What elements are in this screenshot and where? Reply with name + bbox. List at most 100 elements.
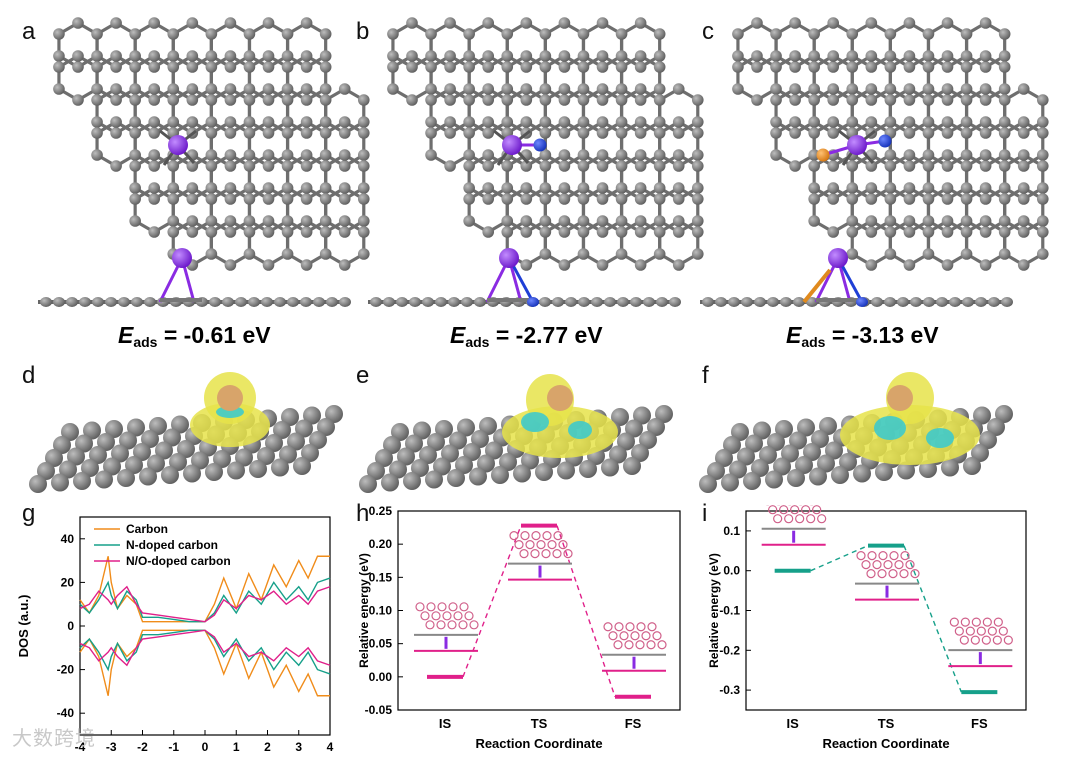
carbon-atom — [998, 193, 1011, 205]
carbon-atom — [482, 160, 495, 172]
carbon-atom — [485, 441, 503, 460]
carbon-atom — [224, 61, 237, 73]
inset-structure — [425, 620, 435, 630]
carbon-atom — [1036, 248, 1049, 260]
carbon-atom — [67, 447, 85, 466]
carbon-atom — [596, 193, 609, 205]
carbon-atom — [520, 160, 533, 172]
inset-structure — [541, 548, 551, 559]
carbon-atom — [577, 248, 590, 260]
inset-structure — [431, 611, 441, 621]
carbon-atom — [367, 462, 385, 480]
carbon-atom — [1017, 226, 1030, 238]
carbon-atom — [110, 83, 122, 95]
carbon-atom — [129, 28, 141, 40]
carbon-atom — [300, 116, 313, 128]
carbon-atom — [672, 182, 685, 194]
carbon-atom — [941, 259, 954, 271]
carbon-atom — [409, 297, 421, 307]
carbon-atom — [949, 297, 961, 307]
isosurface-cyan — [521, 412, 549, 432]
charge-density-e — [359, 374, 673, 493]
carbon-atom — [319, 160, 332, 172]
carbon-atom — [319, 193, 332, 205]
carbon-atom — [405, 434, 423, 453]
y-tick-label: -0.05 — [365, 703, 393, 717]
carbon-atom — [691, 248, 704, 260]
carbon-atom — [425, 83, 437, 95]
carbon-atom — [596, 127, 609, 139]
carbon-atom — [161, 466, 179, 484]
carbon-atom — [501, 215, 514, 227]
carbon-atom — [903, 149, 916, 161]
carbon-atom — [1001, 297, 1013, 307]
carbon-atom — [125, 456, 143, 474]
carbon-atom — [577, 83, 590, 95]
x-tick-label: 2 — [264, 740, 271, 754]
carbon-atom — [501, 94, 514, 106]
carbon-atom — [110, 94, 122, 106]
carbon-atom — [634, 17, 647, 29]
carbon-atom — [634, 61, 647, 73]
carbon-atom — [998, 61, 1011, 73]
carbon-atom — [435, 420, 453, 438]
carbon-atom — [741, 297, 753, 307]
carbon-atom — [205, 226, 218, 238]
carbon-atom — [988, 297, 1000, 307]
carbon-atom — [865, 182, 878, 194]
eads-sub-a: ads — [133, 334, 158, 350]
carbon-atom — [224, 182, 237, 194]
carbon-atom — [846, 50, 859, 62]
carbon-atom — [110, 50, 122, 62]
carbon-atom — [577, 127, 590, 139]
metal-atom — [499, 248, 519, 268]
carbon-atom — [922, 116, 935, 128]
carbon-atom — [205, 193, 218, 205]
carbon-atom — [279, 445, 297, 464]
carbon-atom — [463, 215, 475, 227]
inset-structure — [900, 551, 910, 561]
carbon-atom — [186, 50, 199, 62]
carbon-atom — [29, 475, 47, 493]
carbon-atom — [634, 50, 647, 62]
y-tick-label: -20 — [57, 663, 75, 677]
carbon-atom — [653, 248, 666, 260]
carbon-atom — [903, 226, 916, 238]
series-line-up — [79, 577, 331, 623]
inset-structure — [635, 640, 645, 650]
carbon-atom — [558, 61, 571, 73]
carbon-atom — [520, 215, 533, 227]
carbon-atom — [979, 160, 992, 172]
carbon-atom — [827, 116, 840, 128]
carbon-atom — [903, 193, 916, 205]
carbon-atom — [539, 226, 552, 238]
carbon-atom — [129, 50, 141, 62]
carbon-atom — [691, 160, 704, 172]
carbon-atom — [732, 83, 744, 95]
carbon-atom — [941, 193, 954, 205]
carbon-atom — [338, 160, 351, 172]
carbon-atom — [979, 94, 992, 106]
carbon-atom — [406, 61, 418, 73]
carbon-atom — [1036, 182, 1049, 194]
carbon-atom — [463, 193, 475, 205]
carbon-atom — [262, 215, 275, 227]
carbon-atom — [998, 226, 1011, 238]
carbon-atom — [281, 83, 294, 95]
y-tick-label: -0.1 — [719, 604, 740, 618]
carbon-atom — [634, 149, 647, 161]
inset-structure — [646, 640, 656, 650]
carbon-atom — [539, 215, 552, 227]
carbon-atom — [249, 460, 267, 478]
carbon-atom — [615, 160, 628, 172]
carbon-atom — [691, 182, 704, 194]
transition-connector — [556, 525, 616, 697]
carbon-atom — [941, 127, 954, 139]
carbon-atom — [962, 297, 974, 307]
carbon-atom — [960, 50, 973, 62]
carbon-atom — [960, 226, 973, 238]
carbon-atom — [262, 160, 275, 172]
carbon-atom — [491, 466, 509, 484]
carbon-atom — [865, 116, 878, 128]
x-category-label: IS — [439, 716, 452, 731]
